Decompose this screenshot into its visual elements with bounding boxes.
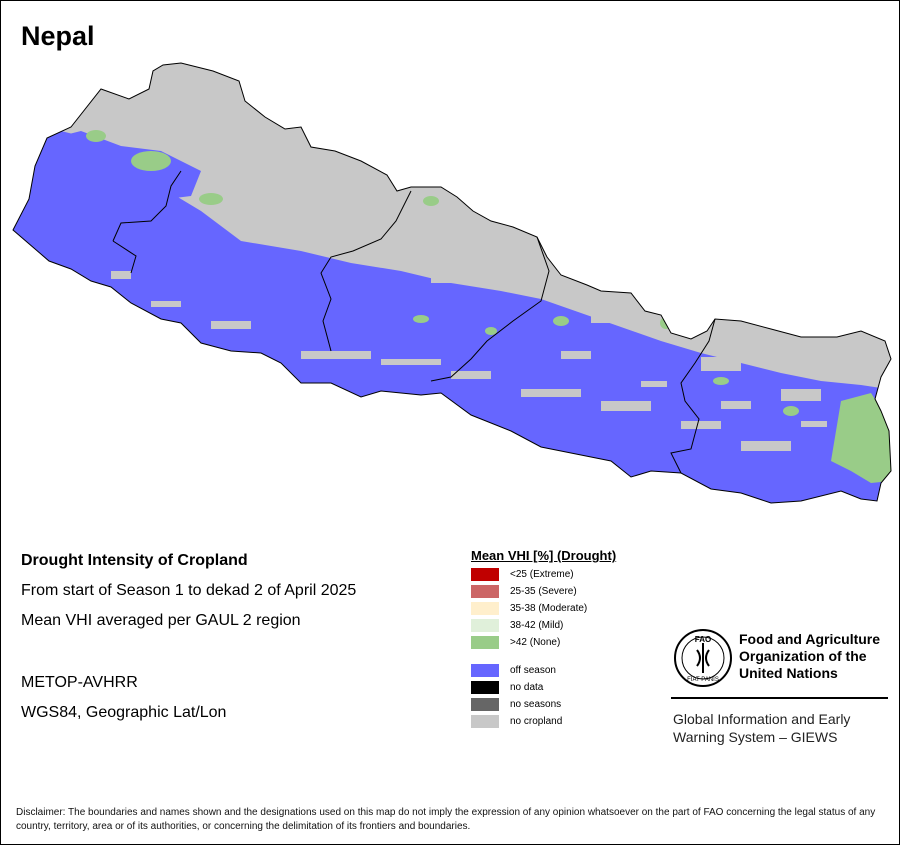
- map-title: Nepal: [21, 21, 95, 51]
- legend-item-no-seasons: no seasons: [471, 698, 671, 712]
- legend-label: no seasons: [510, 699, 562, 710]
- disclaimer: Disclaimer: The boundaries and names sho…: [16, 807, 876, 832]
- legend-label: no cropland: [510, 716, 563, 727]
- legend-swatch: [471, 698, 499, 711]
- legend-swatch: [471, 602, 499, 615]
- legend-item-extreme: <25 (Extreme): [471, 568, 671, 582]
- legend-swatch: [471, 715, 499, 728]
- system-name: Global Information and Early Warning Sys…: [673, 711, 851, 745]
- map-subject-heading: Drought Intensity of Cropland: [21, 552, 248, 569]
- fao-logo-text: FAO: [695, 635, 711, 644]
- legend-swatch: [471, 636, 499, 649]
- legend-item-no-cropland: no cropland: [471, 715, 671, 729]
- legend-item-severe: 25-35 (Severe): [471, 585, 671, 599]
- legend-title: Mean VHI [%] (Drought): [471, 548, 617, 563]
- fao-logo-motto: FIAT PANIS: [687, 677, 719, 683]
- province-boundaries: [112, 170, 716, 474]
- fao-logo-icon: FAO FIAT PANIS: [674, 629, 732, 687]
- map-sensor: METOP-AVHRR: [21, 674, 138, 691]
- organization-name: Food and Agriculture Organization of the…: [739, 631, 881, 681]
- legend-swatch: [471, 619, 499, 632]
- legend-label: 38-42 (Mild): [510, 620, 564, 631]
- legend-label: no data: [510, 682, 544, 693]
- legend-label: 35-38 (Moderate): [510, 603, 588, 614]
- off-season-area: [41, 131, 201, 201]
- legend-item-mild: 38-42 (Mild): [471, 619, 671, 633]
- legend-label: >42 (None): [510, 637, 561, 648]
- legend-swatch: [471, 585, 499, 598]
- map-period: From start of Season 1 to dekad 2 of Apr…: [21, 582, 357, 599]
- legend-swatch: [471, 568, 499, 581]
- legend-swatch: [471, 664, 499, 677]
- legend-item-moderate: 35-38 (Moderate): [471, 602, 671, 616]
- legend-label: 25-35 (Severe): [510, 586, 577, 597]
- legend-item-none: >42 (None): [471, 636, 671, 650]
- nepal-map: [12, 62, 892, 504]
- divider: [671, 697, 888, 699]
- no-cropland-patches: [111, 211, 827, 451]
- map-raster: [13, 63, 891, 503]
- map-projection: WGS84, Geographic Lat/Lon: [21, 704, 227, 721]
- legend-swatch: [471, 681, 499, 694]
- legend-item-no-data: no data: [471, 681, 671, 695]
- legend-item-off-season: off season: [471, 664, 671, 678]
- map-method: Mean VHI averaged per GAUL 2 region: [21, 612, 301, 629]
- legend-label: <25 (Extreme): [510, 569, 574, 580]
- legend-label: off season: [510, 665, 556, 676]
- no-drought-patches: [86, 130, 891, 483]
